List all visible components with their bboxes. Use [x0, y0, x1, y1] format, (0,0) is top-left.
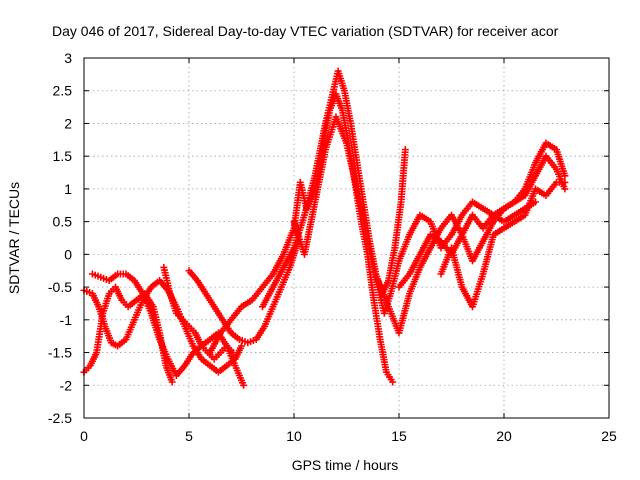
y-tick-label: 0	[64, 246, 72, 262]
data-point	[561, 172, 569, 180]
y-tick-label: 3	[64, 50, 72, 66]
data-point	[229, 349, 237, 357]
x-tick-label: 25	[601, 428, 617, 444]
y-axis-label: SDTVAR / TECUs	[6, 182, 22, 294]
x-tick-label: 20	[496, 428, 512, 444]
data-point	[389, 378, 397, 386]
x-tick-label: 5	[185, 428, 193, 444]
x-axis-label: GPS time / hours	[292, 457, 399, 473]
data-point	[532, 198, 539, 206]
x-tick-label: 15	[391, 428, 407, 444]
series-track-k	[395, 198, 539, 291]
chart-title: Day 046 of 2017, Sidereal Day-to-day VTE…	[52, 23, 559, 39]
data-point	[561, 185, 569, 193]
plot-area	[80, 67, 569, 389]
series-track-d	[160, 263, 237, 363]
y-tick-label: -2.5	[48, 410, 72, 426]
y-tick-label: -1	[60, 312, 73, 328]
y-tick-label: 2	[64, 115, 72, 131]
y-tick-label: -0.5	[48, 279, 72, 295]
y-tick-label: 1.5	[53, 148, 73, 164]
grid	[84, 58, 609, 418]
y-tick-label: 0.5	[53, 214, 73, 230]
y-tick-label: -1.5	[48, 345, 72, 361]
axis-ticks: 0 5 10 15 20 25 -2.5 -2 -1.5 -1 -0.5 0 0.5 1 1.5 2 2.5 3	[48, 50, 617, 444]
y-tick-label: 1	[64, 181, 72, 197]
plot-frame	[83, 57, 610, 419]
y-tick-label: -2	[60, 377, 73, 393]
data-point	[561, 178, 569, 186]
data-point	[240, 381, 248, 389]
x-tick-label: 10	[286, 428, 302, 444]
data-point	[168, 378, 176, 386]
series-track-j	[437, 178, 569, 311]
y-tick-label: 2.5	[53, 83, 73, 99]
x-tick-label: 0	[80, 428, 88, 444]
series-track-e	[185, 237, 302, 347]
series-track-i	[374, 139, 569, 337]
data-point	[401, 146, 409, 154]
